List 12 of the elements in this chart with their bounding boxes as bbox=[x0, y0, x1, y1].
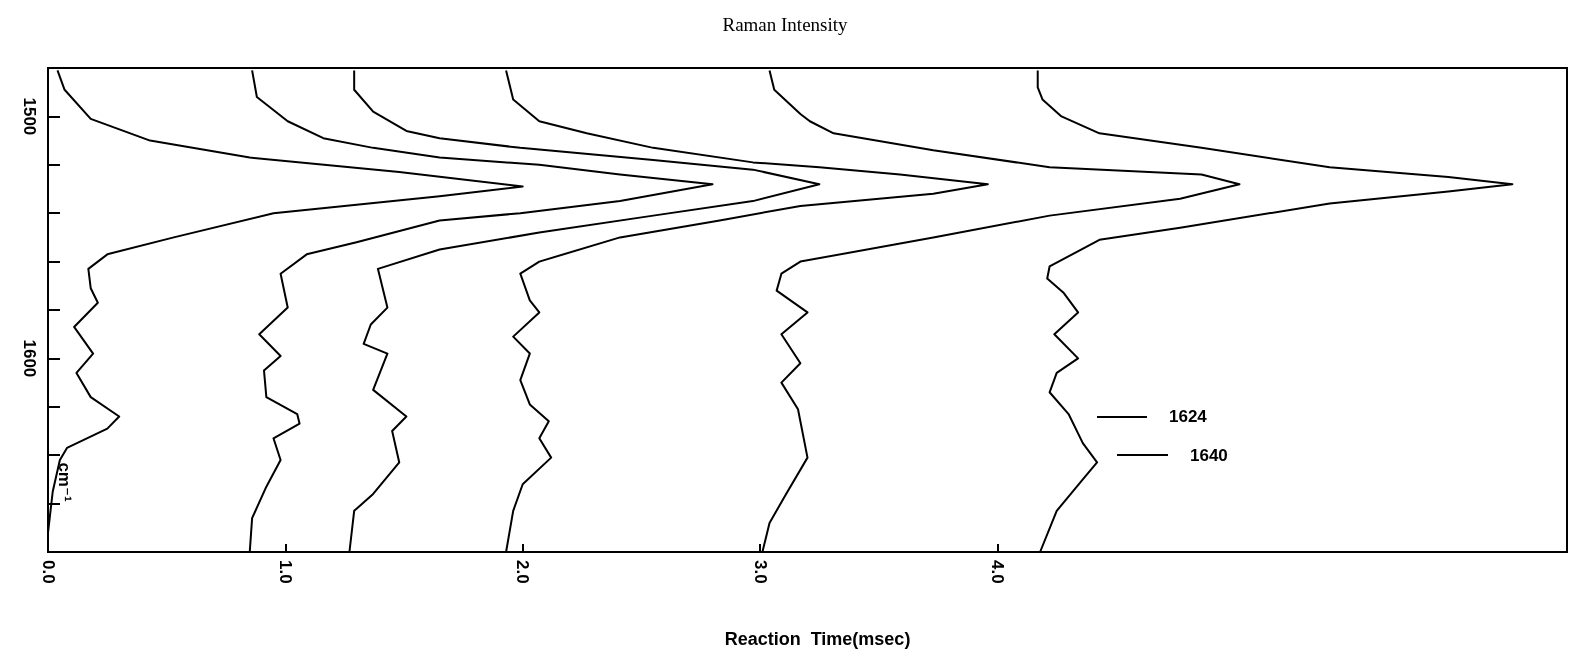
ref-line-label: 1640 bbox=[1190, 445, 1228, 465]
x-tick-label: 2.0 bbox=[513, 560, 533, 584]
y-axis-title: cm⁻¹ bbox=[55, 462, 74, 502]
x-tick-label: 3.0 bbox=[750, 560, 770, 584]
ref-line-label: 1624 bbox=[1169, 406, 1208, 426]
x-tick-label: 0.0 bbox=[38, 560, 58, 584]
x-tick-label: 1.0 bbox=[275, 560, 295, 584]
x-tick-label: 4.0 bbox=[987, 560, 1007, 584]
y-tick-label: 1500 bbox=[20, 97, 39, 136]
y-tick-label: 1600 bbox=[20, 339, 39, 378]
x-axis-title: Reaction Time(msec) bbox=[724, 629, 911, 649]
chart-title: Raman Intensity bbox=[722, 14, 849, 35]
